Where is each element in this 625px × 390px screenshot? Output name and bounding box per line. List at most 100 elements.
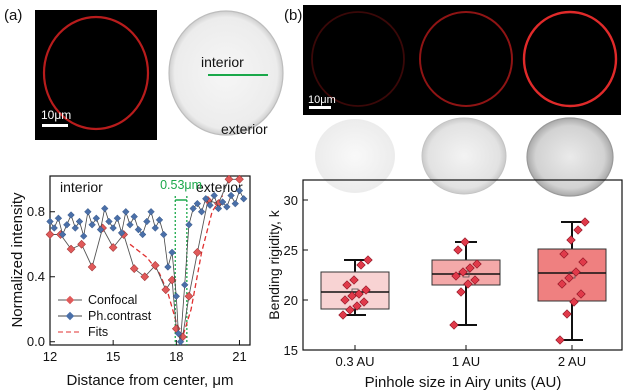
phase-contrast-point	[164, 263, 172, 271]
y-tick-label: 0.0	[27, 334, 45, 349]
panel-a-label: (a)	[4, 7, 22, 24]
box-data-point	[566, 235, 576, 245]
exterior-annotation: exterior	[196, 179, 243, 195]
phase-contrast-point	[46, 217, 54, 226]
scalebar-a-label: 10μm	[41, 108, 71, 122]
scalebar-b	[309, 106, 331, 109]
confocal-point	[224, 174, 234, 184]
box-data-point	[557, 279, 567, 289]
box-data-point	[349, 275, 359, 285]
box-data-point	[562, 309, 572, 319]
box-data-point	[576, 289, 586, 299]
box-data-point	[458, 267, 468, 277]
box-data-point	[559, 249, 569, 259]
box-data-point	[342, 280, 352, 290]
phase-contrast-point	[84, 208, 92, 216]
box-data-point	[345, 305, 355, 315]
box-data-point	[463, 279, 473, 289]
phase-contrast-point	[174, 329, 183, 338]
phase-contrast-point	[151, 224, 159, 232]
phase-contrast-point	[218, 198, 227, 206]
panel-b-label: (b)	[284, 7, 302, 24]
scalebar-a	[42, 124, 68, 127]
box-data-point	[449, 320, 459, 330]
phase-contrast-point	[92, 214, 100, 222]
phase-contrast-point	[134, 225, 143, 234]
confocal-point	[140, 272, 150, 282]
fits-line	[129, 195, 224, 339]
confocal-point	[167, 275, 177, 285]
panel-a-confocal-image: 10μm	[35, 10, 157, 140]
phase-contrast-point	[113, 214, 122, 222]
phase-contrast-point	[197, 208, 206, 216]
phase-contrast-point	[109, 224, 117, 232]
box-y-tick-label: 25	[284, 243, 298, 258]
box-y-tick-label: 15	[284, 343, 298, 358]
box-x-tick-label: 2 AU	[558, 354, 586, 369]
box-data-point	[354, 289, 364, 299]
scalebar-b-label: 10μm	[308, 94, 336, 106]
box-y-tick-label: 30	[284, 193, 298, 208]
vesicle-confocal-bright	[522, 10, 618, 108]
legend-fits-label: Fits	[88, 325, 108, 339]
phase-contrast-point	[130, 212, 138, 221]
phase-contrast-point	[50, 224, 58, 232]
box-data-point	[340, 295, 350, 305]
box-data-point	[472, 259, 482, 269]
vesicle-confocal-dim	[311, 11, 405, 107]
box-data-point	[580, 217, 590, 227]
phase-contrast-point	[193, 199, 202, 208]
gap-annotation: 0.53μm	[160, 178, 202, 192]
legend-phase-label: Ph.contrast	[88, 309, 152, 323]
confocal-point	[184, 291, 194, 301]
box-data-point	[359, 297, 369, 307]
box-data-point	[569, 297, 579, 307]
phase-contrast-point	[147, 208, 155, 216]
y-tick-label: 0.8	[27, 204, 45, 219]
phase-contrast-point	[202, 195, 210, 203]
y-axis-label: Normalized intensity	[9, 192, 26, 328]
box-iqr	[537, 248, 607, 302]
phase-contrast-point	[160, 230, 168, 239]
confocal-point	[45, 230, 55, 239]
phase-contrast-point	[168, 248, 176, 257]
box-data-point	[361, 285, 371, 295]
vesicle-phase-3	[526, 117, 614, 197]
phase-contrast-point	[214, 204, 223, 213]
phase-contrast-point	[181, 281, 189, 289]
x-tick-label: 12	[43, 349, 57, 364]
phase-contrast-point	[71, 224, 79, 232]
legend-phase-marker	[65, 311, 75, 321]
x-tick-label: 21	[232, 349, 246, 364]
interior-annotation: interior	[60, 179, 103, 195]
x-tick-label: 18	[169, 349, 183, 364]
panel-b-phase-strip	[315, 117, 614, 197]
legend-confocal-label: Confocal	[88, 293, 137, 307]
box-data-point	[465, 263, 475, 273]
confocal-point	[161, 285, 171, 295]
phase-contrast-point	[63, 221, 71, 229]
interior-label-top: interior	[201, 54, 244, 70]
phase-contrast-point	[185, 221, 193, 229]
phase-contrast-point	[223, 203, 231, 211]
confocal-point	[129, 264, 139, 273]
box-y-axis-label: Bending rigidity, k	[266, 209, 282, 319]
phase-contrast-point	[172, 292, 180, 300]
phase-contrast-point	[235, 186, 244, 195]
phase-contrast-point	[143, 217, 151, 226]
confocal-point	[193, 248, 202, 257]
exterior-label-top: exterior	[221, 121, 268, 137]
vesicle-phase-2	[421, 117, 507, 195]
box-data-point	[456, 287, 466, 297]
x-tick-label: 15	[106, 349, 120, 364]
phase-contrast-point	[54, 214, 63, 222]
box-chart-frame	[302, 179, 623, 351]
box-y-tick-label: 20	[284, 293, 298, 308]
confocal-point	[235, 174, 244, 184]
phase-contrast-point	[67, 211, 75, 219]
phase-contrast-point	[101, 204, 109, 213]
y-tick-label: 0.4	[27, 269, 45, 284]
vesicle-confocal-medium	[419, 11, 513, 107]
confocal-point	[77, 239, 86, 249]
